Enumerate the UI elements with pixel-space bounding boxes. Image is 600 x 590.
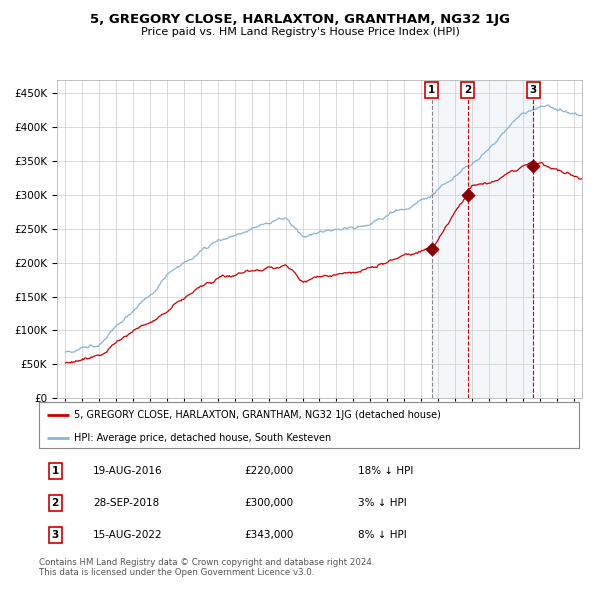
Text: 3: 3 bbox=[52, 530, 59, 540]
Text: 5, GREGORY CLOSE, HARLAXTON, GRANTHAM, NG32 1JG: 5, GREGORY CLOSE, HARLAXTON, GRANTHAM, N… bbox=[90, 13, 510, 26]
Text: £220,000: £220,000 bbox=[244, 466, 293, 476]
Bar bbox=[431, 80, 533, 398]
Text: HPI: Average price, detached house, South Kesteven: HPI: Average price, detached house, Sout… bbox=[74, 433, 331, 443]
Point bbox=[529, 161, 538, 171]
Text: 15-AUG-2022: 15-AUG-2022 bbox=[93, 530, 163, 540]
Text: £300,000: £300,000 bbox=[244, 499, 293, 508]
Text: £343,000: £343,000 bbox=[244, 530, 293, 540]
Text: Price paid vs. HM Land Registry's House Price Index (HPI): Price paid vs. HM Land Registry's House … bbox=[140, 27, 460, 37]
Text: 2: 2 bbox=[464, 85, 471, 95]
Text: 1: 1 bbox=[52, 466, 59, 476]
Text: 3% ↓ HPI: 3% ↓ HPI bbox=[358, 499, 406, 508]
Text: 1: 1 bbox=[428, 85, 435, 95]
Text: Contains HM Land Registry data © Crown copyright and database right 2024.
This d: Contains HM Land Registry data © Crown c… bbox=[39, 558, 374, 577]
Text: 8% ↓ HPI: 8% ↓ HPI bbox=[358, 530, 406, 540]
Point bbox=[463, 190, 472, 199]
Text: 2: 2 bbox=[52, 499, 59, 508]
Text: 19-AUG-2016: 19-AUG-2016 bbox=[93, 466, 163, 476]
Text: 5, GREGORY CLOSE, HARLAXTON, GRANTHAM, NG32 1JG (detached house): 5, GREGORY CLOSE, HARLAXTON, GRANTHAM, N… bbox=[74, 410, 441, 420]
Text: 3: 3 bbox=[530, 85, 537, 95]
Text: 18% ↓ HPI: 18% ↓ HPI bbox=[358, 466, 413, 476]
Text: 28-SEP-2018: 28-SEP-2018 bbox=[93, 499, 159, 508]
Point bbox=[427, 244, 436, 254]
